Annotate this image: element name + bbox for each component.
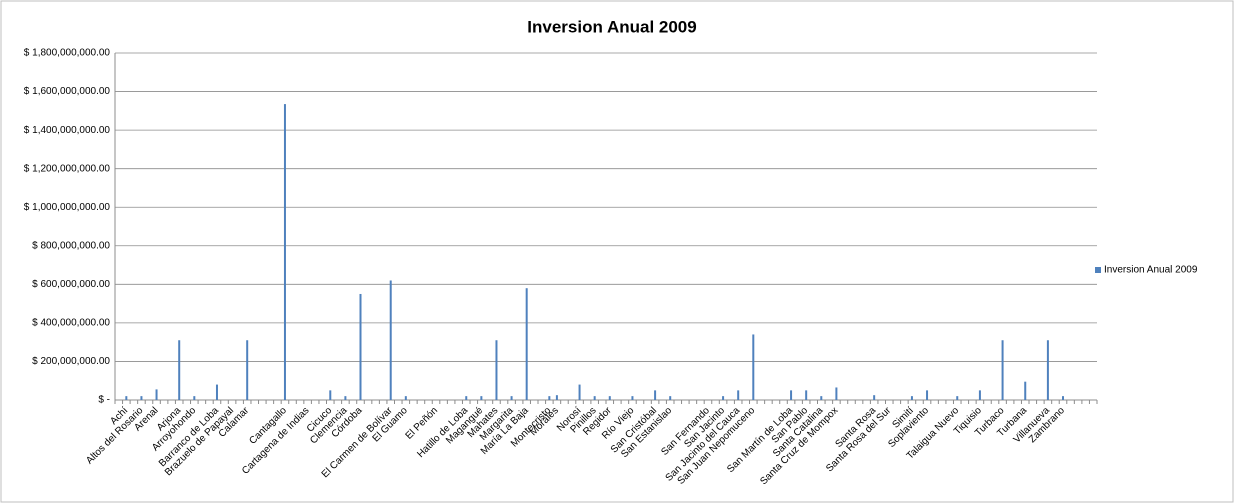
bar [510, 396, 513, 400]
bar [926, 390, 929, 400]
bar [548, 396, 551, 400]
bar [215, 384, 218, 400]
bar [125, 396, 128, 400]
y-tick-label: $ 200,000,000.00 [32, 356, 110, 367]
bar [359, 293, 362, 400]
bar [593, 396, 596, 400]
bar [178, 340, 181, 400]
bar [578, 384, 581, 400]
y-tick-label: $ 1,400,000,000.00 [24, 125, 111, 136]
bar [722, 396, 725, 400]
bar [978, 390, 981, 400]
bar [465, 396, 468, 400]
bar [835, 387, 838, 400]
bar [1024, 381, 1027, 400]
bar [654, 390, 657, 400]
y-tick-label: $ 1,200,000,000.00 [24, 163, 111, 174]
bar [193, 396, 196, 400]
bar [873, 395, 876, 400]
bar [555, 395, 558, 400]
bar [246, 340, 249, 400]
y-tick-label: $ 800,000,000.00 [32, 240, 110, 251]
bar [669, 396, 672, 400]
bar [1001, 340, 1004, 400]
bar [404, 396, 407, 400]
legend-label: Inversion Anual 2009 [1104, 265, 1198, 276]
bar [155, 389, 158, 400]
bar [737, 390, 740, 400]
bar [329, 390, 332, 400]
bar [283, 104, 286, 400]
bar [525, 288, 528, 400]
bar [608, 396, 611, 400]
y-tick-label: $ 1,000,000,000.00 [24, 202, 111, 213]
chart-title: Inversion Anual 2009 [527, 17, 696, 36]
bar [631, 396, 634, 400]
bar [956, 396, 959, 400]
bar [1046, 340, 1049, 400]
bar [344, 396, 347, 400]
y-tick-label: $ 400,000,000.00 [32, 318, 110, 329]
y-tick-label: $ 600,000,000.00 [32, 279, 110, 290]
bar [480, 396, 483, 400]
bar [495, 340, 498, 400]
bar [805, 390, 808, 400]
y-tick-label: $ - [98, 395, 110, 406]
bar [790, 390, 793, 400]
y-tick-label: $ 1,800,000,000.00 [24, 48, 111, 59]
bar [752, 334, 755, 400]
bar [389, 280, 392, 400]
bar [1062, 396, 1065, 400]
bar [910, 396, 913, 400]
y-tick-label: $ 1,600,000,000.00 [24, 86, 111, 97]
bar [820, 396, 823, 400]
legend-swatch [1095, 267, 1101, 273]
bar [140, 396, 143, 400]
